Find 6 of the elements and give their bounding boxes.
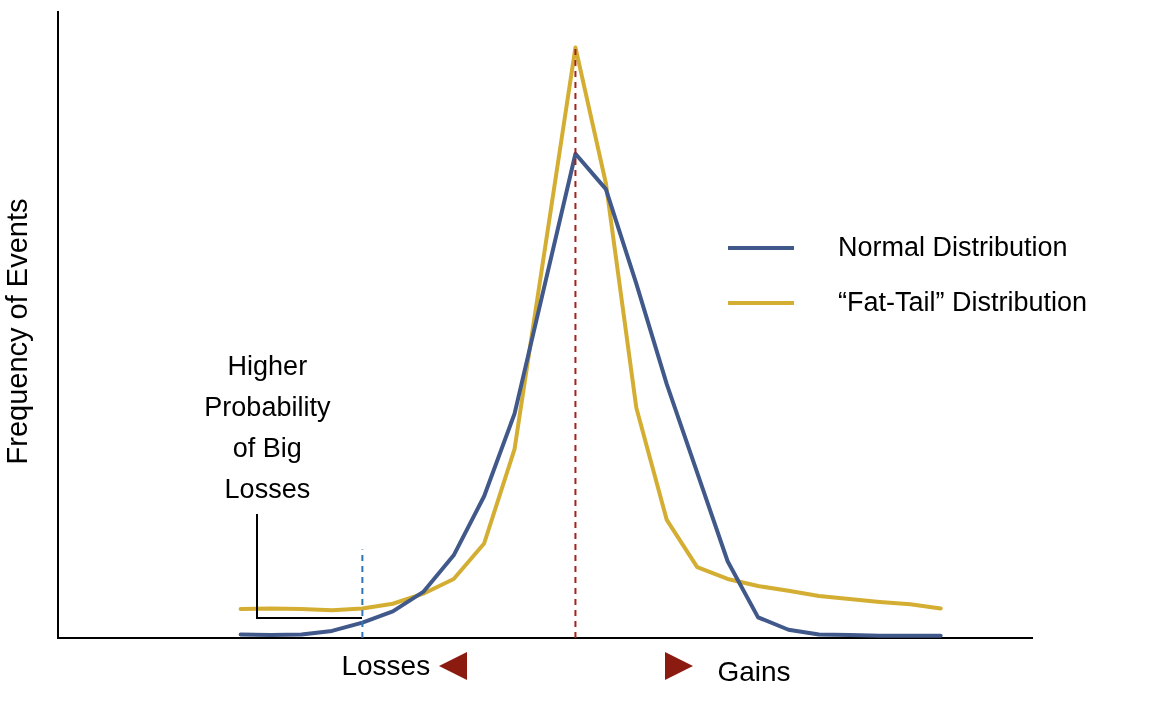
text: Gains (717, 656, 791, 688)
y-axis-title: Frequency of Events (0, 198, 34, 464)
legend-label: Normal Distribution (838, 232, 1068, 263)
legend-label: “Fat-Tail” Distribution (838, 287, 1088, 318)
annotation: Higher Probability of Big Losses (203, 350, 332, 506)
text: Losses (341, 650, 431, 682)
